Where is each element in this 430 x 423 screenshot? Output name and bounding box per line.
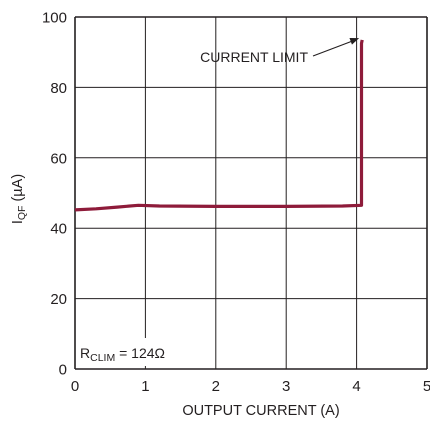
rclim-label-subscript: CLIM	[90, 352, 115, 364]
y-tick-label: 0	[59, 362, 67, 379]
x-tick-label: 3	[282, 378, 290, 395]
rclim-label-background	[77, 338, 197, 366]
x-tick-label: 2	[212, 378, 220, 395]
y-tick-label: 20	[50, 291, 67, 308]
y-tick-label: 60	[50, 150, 67, 167]
y-tick-label: 40	[50, 221, 67, 238]
y-tick-label: 100	[42, 10, 67, 27]
y-axis-label: IQF (µA)	[10, 174, 28, 224]
y-axis-label-subscript: QF	[16, 206, 28, 221]
rclim-label: RCLIM = 124Ω	[80, 345, 165, 364]
x-tick-label: 4	[352, 378, 360, 395]
annotation-arrowhead	[349, 38, 360, 45]
tick-labels: 0 1 2 3 4 5 0 20 40 60 80 100	[42, 10, 430, 396]
x-tick-label: 5	[423, 378, 430, 395]
annotation-current-limit: CURRENT LIMIT	[200, 49, 308, 65]
grid	[74, 16, 428, 370]
x-tick-label: 0	[71, 378, 79, 395]
series-line	[74, 39, 364, 212]
y-tick-label: 80	[50, 80, 67, 97]
annotation-arrow	[312, 39, 357, 57]
x-tick-label: 1	[141, 378, 149, 395]
x-axis-label: OUTPUT CURRENT (A)	[182, 403, 339, 419]
